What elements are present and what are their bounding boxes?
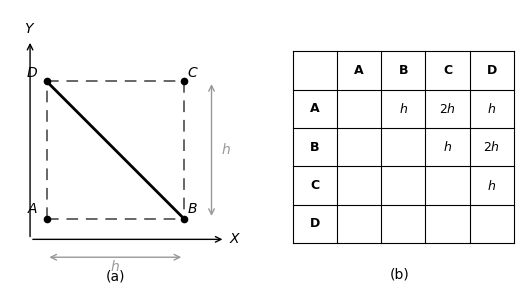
Text: $h$: $h$ <box>221 142 231 158</box>
Text: $h$: $h$ <box>399 102 408 116</box>
Text: D: D <box>310 218 320 230</box>
Text: B: B <box>398 64 408 77</box>
Text: $2h$: $2h$ <box>484 140 501 154</box>
Text: D: D <box>487 64 497 77</box>
Text: $A$: $A$ <box>27 202 38 216</box>
Text: C: C <box>310 179 319 192</box>
Text: B: B <box>310 141 320 154</box>
Text: $2h$: $2h$ <box>439 102 456 116</box>
Text: $h$: $h$ <box>487 102 496 116</box>
Text: $X$: $X$ <box>229 232 242 246</box>
Text: $B$: $B$ <box>187 202 197 216</box>
Text: C: C <box>443 64 452 77</box>
Text: $Y$: $Y$ <box>24 22 36 36</box>
Text: $C$: $C$ <box>187 66 198 80</box>
Text: $h$: $h$ <box>443 140 452 154</box>
Text: $D$: $D$ <box>26 66 38 80</box>
Text: (b): (b) <box>389 267 410 281</box>
Text: A: A <box>354 64 364 77</box>
Text: A: A <box>310 102 320 115</box>
Text: (a): (a) <box>105 269 125 283</box>
Text: $h$: $h$ <box>110 259 120 274</box>
Text: $h$: $h$ <box>487 178 496 193</box>
